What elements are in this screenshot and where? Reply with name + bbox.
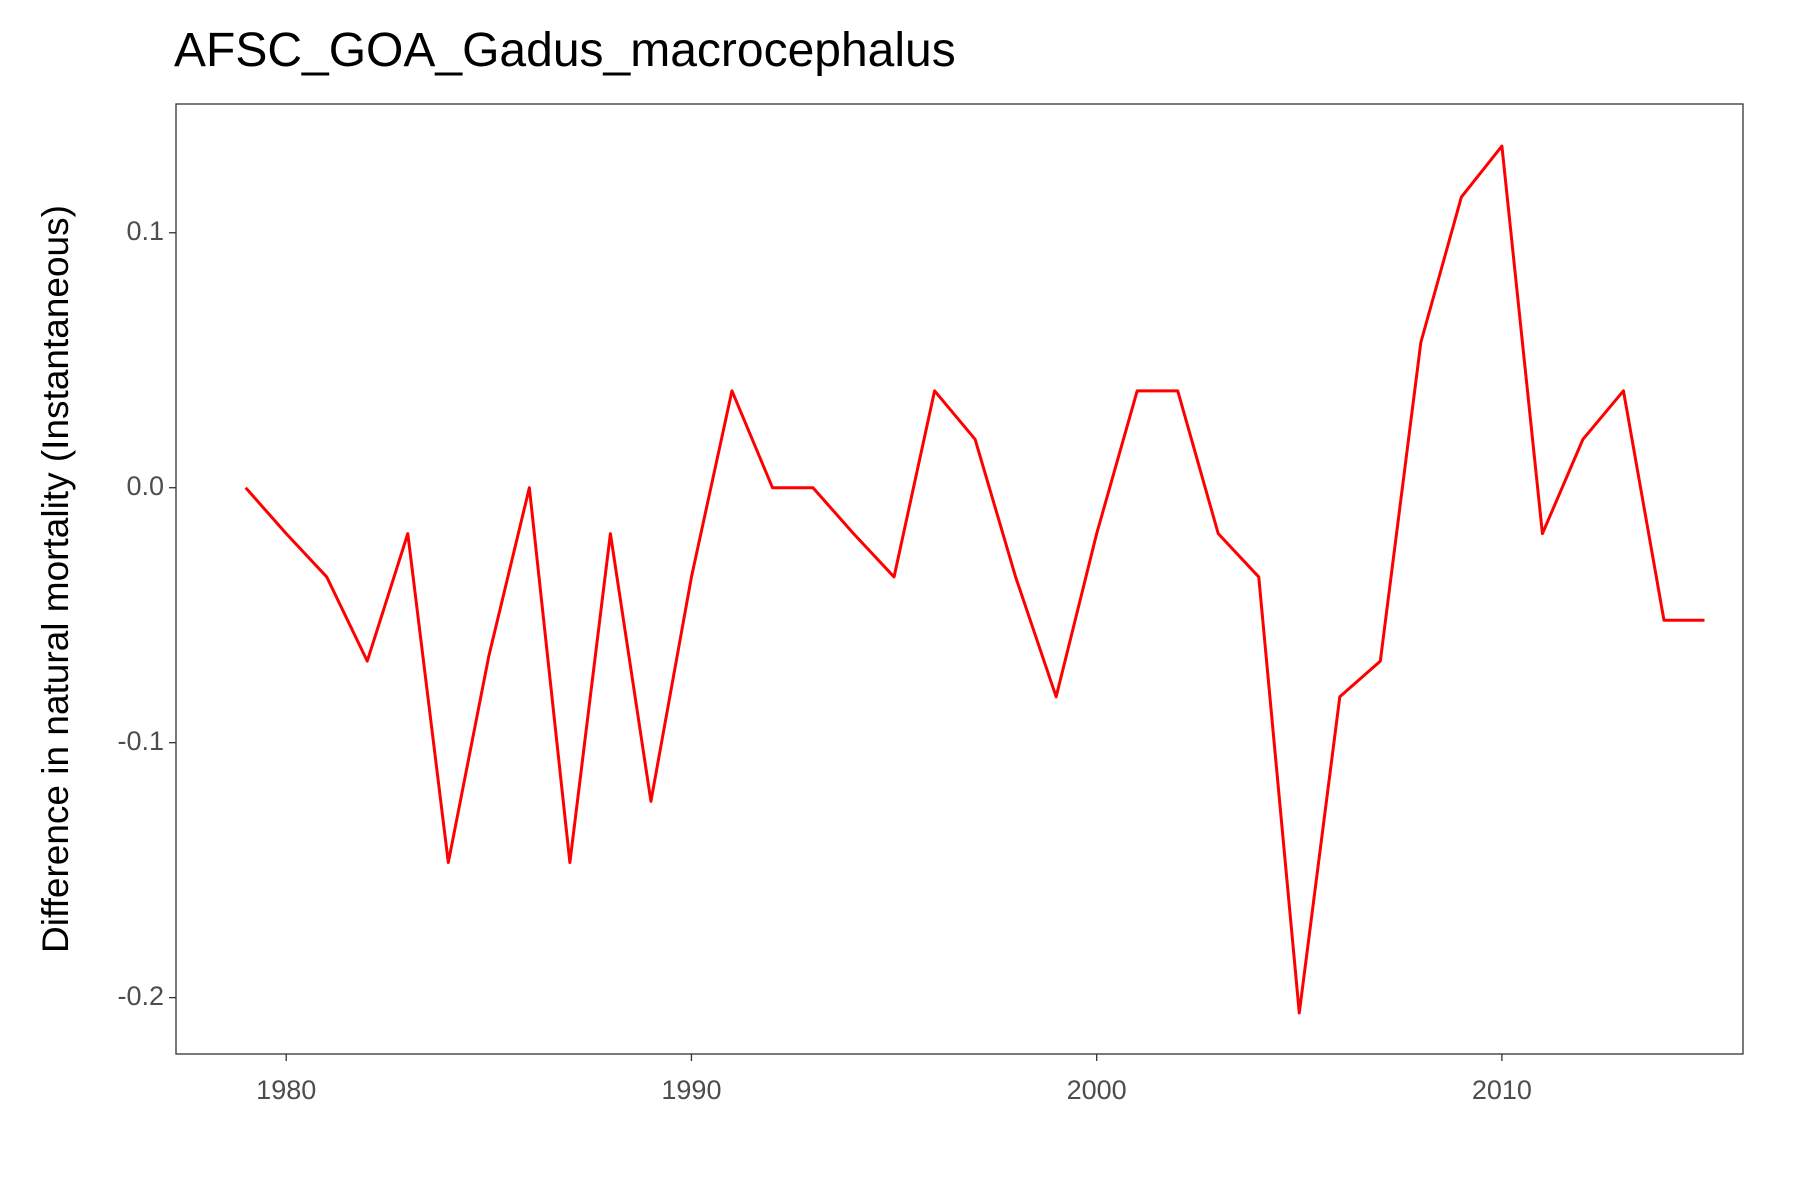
x-tick-label: 2010: [1472, 1075, 1532, 1105]
y-axis-title: Difference in natural mortality (Instant…: [35, 205, 76, 953]
y-tick-label: 0.0: [126, 471, 164, 501]
plot-border: [175, 103, 1744, 1055]
x-tick-label: 1980: [256, 1075, 316, 1105]
x-tick-label: 1990: [661, 1075, 721, 1105]
y-tick-label: 0.1: [126, 216, 164, 246]
y-tick-label: -0.1: [117, 726, 164, 756]
data-line: [244, 144, 1705, 1015]
y-tick-label: -0.2: [117, 981, 164, 1011]
x-tick-label: 2000: [1067, 1075, 1127, 1105]
chart-title: AFSC_GOA_Gadus_macrocephalus: [174, 24, 956, 77]
